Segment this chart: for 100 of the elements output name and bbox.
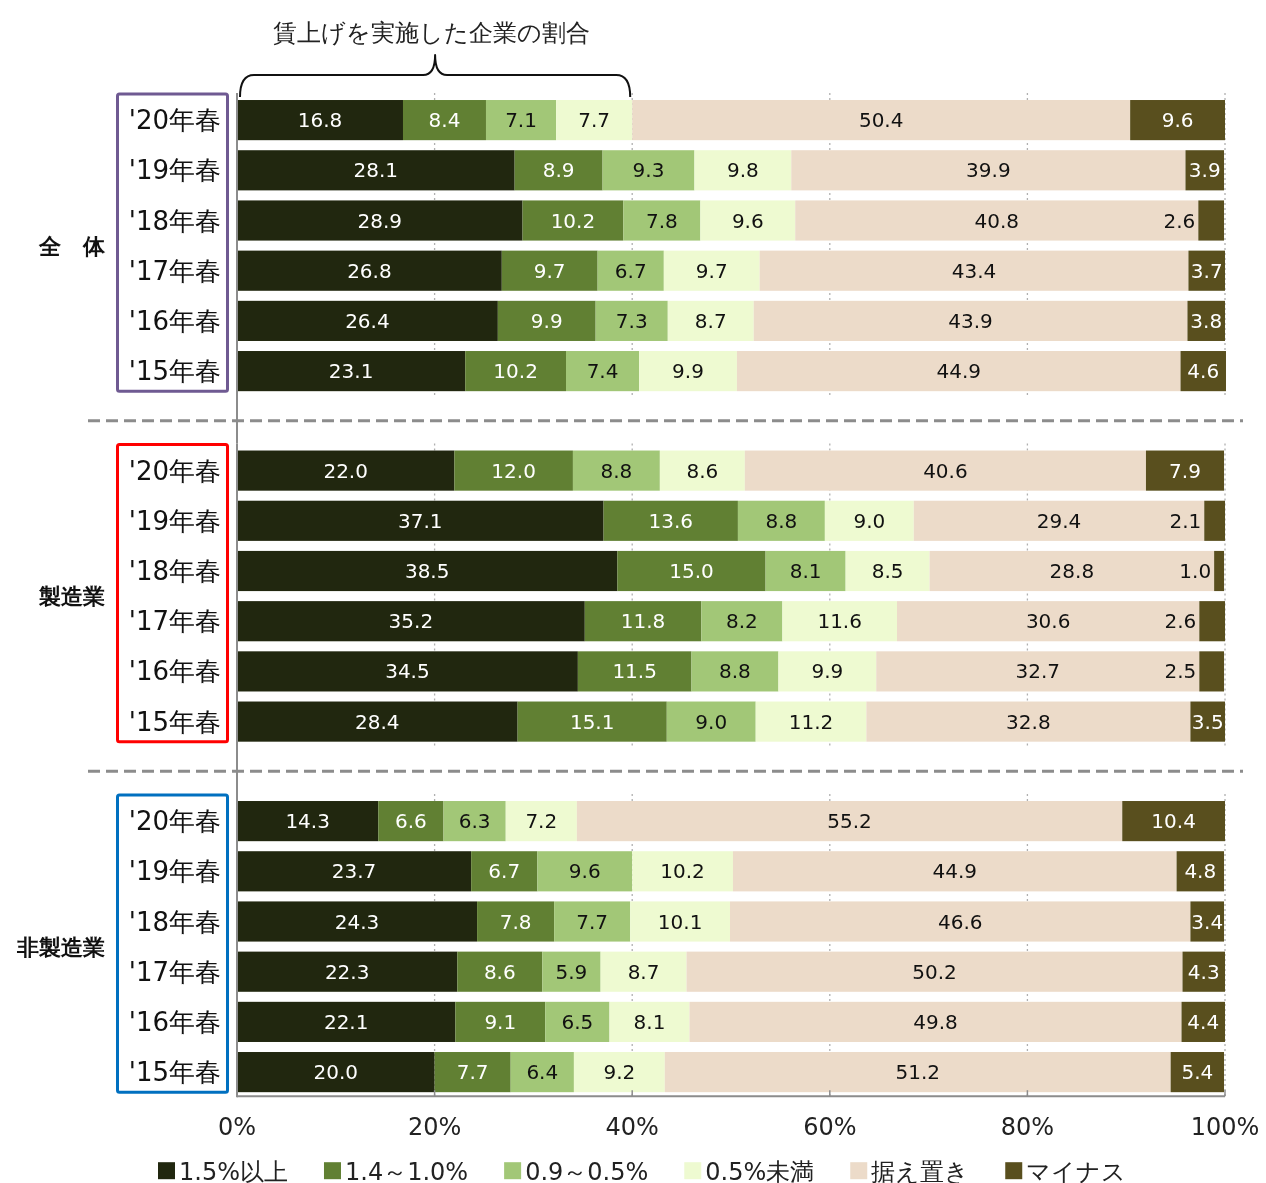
bar — [237, 851, 472, 892]
data-label: 8.4 — [428, 108, 461, 133]
data-label: 4.4 — [1187, 1009, 1220, 1034]
data-label: 10.2 — [550, 208, 596, 233]
data-label: 43.9 — [948, 308, 993, 333]
bar — [765, 550, 846, 592]
bar — [617, 550, 766, 592]
bar — [632, 851, 733, 892]
legend-label: マイナス — [1026, 1158, 1127, 1183]
bar — [1188, 250, 1225, 291]
y-tick-label: '15年春 — [128, 356, 221, 387]
bar — [237, 951, 458, 992]
bar — [691, 651, 779, 692]
y-axis-title: 非製造業 — [16, 934, 105, 960]
text: 賃上げを実施した企業の割合 — [272, 19, 590, 47]
y-tick-label: '18年春 — [128, 906, 221, 937]
data-label: 8.2 — [725, 609, 758, 634]
bar — [517, 701, 667, 742]
data-label: 9.1 — [484, 1009, 517, 1034]
bar — [577, 651, 692, 692]
bar — [1204, 500, 1225, 541]
data-label: 50.2 — [912, 959, 957, 984]
bar — [434, 1052, 511, 1093]
data-label: 9.9 — [530, 308, 563, 333]
legend-label: 1.4～1.0% — [344, 1158, 469, 1183]
data-label: 7.8 — [499, 909, 532, 934]
bar — [237, 250, 502, 291]
y-tick-label: '15年春 — [128, 1057, 221, 1088]
bar — [443, 801, 506, 842]
bar — [689, 1001, 1182, 1042]
bar — [573, 1052, 665, 1093]
data-label: 46.6 — [937, 909, 983, 934]
bar — [896, 601, 1200, 642]
data-label: 39.9 — [966, 158, 1011, 183]
bar — [759, 250, 1189, 291]
bar — [237, 1001, 456, 1042]
data-label: 26.4 — [345, 308, 390, 333]
bar — [602, 150, 695, 191]
data-label: 10.2 — [660, 859, 705, 884]
y-axis-title: 全 体 — [38, 233, 106, 259]
data-label: 6.5 — [561, 1009, 594, 1034]
y-tick-label: '17年春 — [128, 606, 221, 637]
data-label: 8.7 — [694, 308, 727, 333]
bar — [1190, 901, 1225, 942]
y-tick-label: '19年春 — [128, 505, 221, 536]
bar — [556, 100, 633, 141]
bar — [522, 200, 624, 241]
data-label: 4.3 — [1187, 959, 1220, 984]
data-label: 11.6 — [817, 609, 862, 634]
data-label: 8.5 — [871, 559, 904, 583]
data-label: 7.1 — [505, 108, 537, 133]
bar — [545, 1001, 610, 1042]
x-tick-label: 60% — [803, 1113, 857, 1142]
bar — [566, 351, 640, 392]
data-label: 15.0 — [669, 559, 714, 583]
y-tick-label: '15年春 — [128, 706, 221, 737]
data-label: 7.3 — [615, 308, 648, 333]
data-label: 22.3 — [324, 959, 370, 984]
data-label: 8.7 — [627, 959, 660, 984]
y-tick-label: '18年春 — [128, 556, 221, 586]
bar — [737, 500, 825, 541]
data-label: 22.0 — [323, 458, 368, 483]
data-label: 28.9 — [357, 208, 403, 233]
bar — [237, 100, 403, 141]
data-label: 28.8 — [1049, 559, 1095, 583]
data-label: 8.1 — [789, 559, 822, 583]
data-label: 1.0 — [1179, 559, 1212, 583]
bar — [576, 801, 1123, 842]
x-tick-label: 100% — [1190, 1113, 1260, 1142]
data-label: 9.8 — [726, 158, 759, 183]
data-label: 3.5 — [1191, 709, 1224, 734]
data-label: 12.0 — [491, 458, 536, 483]
bar — [237, 1052, 435, 1093]
data-label: 2.5 — [1164, 659, 1197, 684]
data-label: 11.2 — [788, 709, 834, 734]
data-label: 4.8 — [1184, 859, 1217, 884]
data-label: 32.8 — [1006, 709, 1051, 734]
bar — [237, 450, 455, 491]
bar — [876, 651, 1200, 692]
data-label: 8.8 — [765, 508, 798, 533]
data-label: 8.8 — [719, 659, 751, 684]
bar — [730, 901, 1191, 942]
data-label: 28.1 — [353, 158, 399, 183]
y-tick-label: '20年春 — [128, 806, 221, 837]
bar — [514, 150, 603, 191]
bar — [595, 300, 668, 341]
data-label: 44.9 — [936, 359, 981, 384]
bar — [465, 351, 566, 392]
data-label: 8.6 — [483, 959, 516, 984]
data-label: 10.1 — [657, 909, 703, 934]
data-label: 6.7 — [614, 258, 647, 283]
data-label: 30.6 — [1025, 609, 1071, 634]
data-label: 2.1 — [1169, 508, 1202, 533]
x-tick-label: 80% — [1000, 1113, 1055, 1142]
bar — [866, 701, 1191, 742]
data-label: 11.5 — [612, 659, 657, 684]
bar — [782, 601, 897, 642]
data-label: 8.6 — [686, 458, 719, 483]
data-label: 7.7 — [578, 108, 611, 133]
bar — [572, 450, 660, 491]
